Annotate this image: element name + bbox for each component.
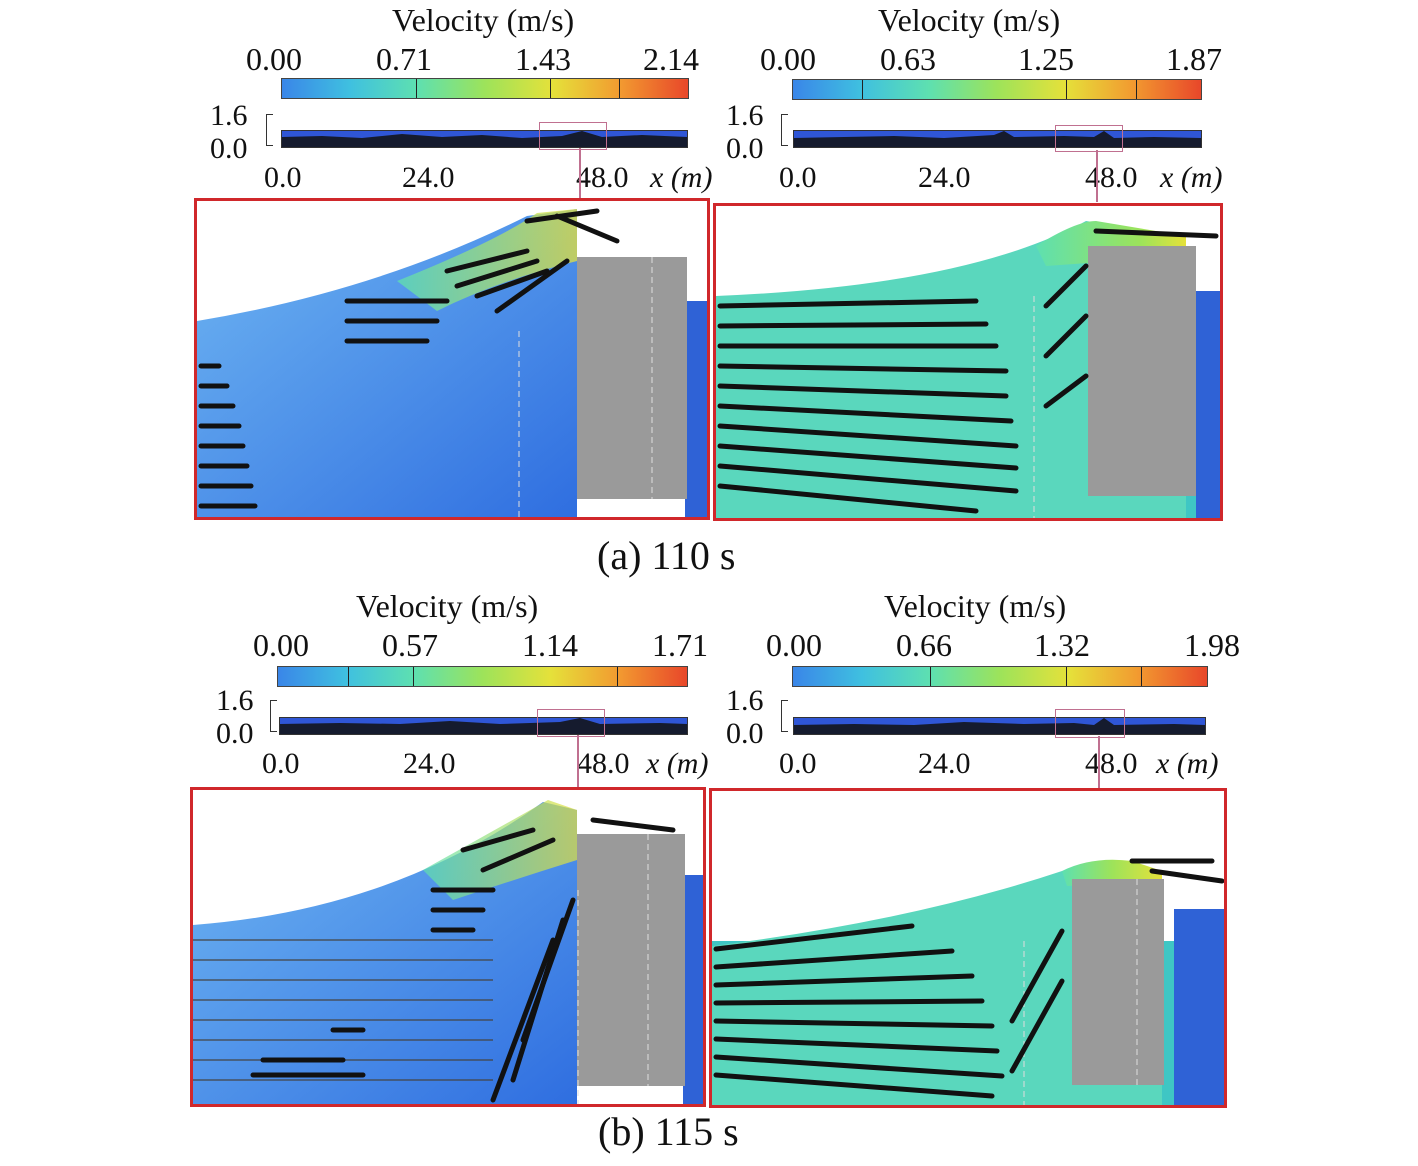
colorbar-tick: 1.71: [652, 627, 708, 663]
velocity-colorbar: [277, 666, 688, 687]
flow-zoom-panel: [190, 787, 706, 1107]
flow-zoom-panel: [713, 203, 1223, 521]
overview-strip: [793, 130, 1202, 148]
flow-zoom-panel: [194, 198, 710, 520]
zoom-leader: [1098, 736, 1100, 788]
colorbar-tick: 0.71: [376, 41, 432, 77]
colorbar-tick: 0.63: [880, 41, 936, 77]
x-axis-label: x (m): [1160, 161, 1223, 194]
zoom-leader: [579, 148, 581, 200]
colorbar-tick: 0.00: [253, 627, 309, 663]
colorbar-tick: 1.14: [522, 627, 578, 663]
row-caption: (b) 115 s: [598, 1109, 739, 1154]
colorbar-title: Velocity (m/s): [392, 2, 575, 38]
colorbar-title: Velocity (m/s): [356, 588, 539, 624]
depth-bracket: [781, 700, 788, 732]
overview-strip: [281, 130, 688, 148]
x-tick: 48.0: [577, 747, 630, 780]
colorbar-tick: 1.87: [1166, 41, 1222, 77]
colorbar-tick: 0.57: [382, 627, 438, 663]
colorbar-tick: 1.43: [515, 41, 571, 77]
velocity-colorbar: [792, 666, 1208, 687]
colorbar-tick: 2.14: [643, 41, 699, 77]
x-tick: 0.0: [779, 747, 817, 780]
colorbar-tick: 1.25: [1018, 41, 1074, 77]
zoom-leader: [1096, 150, 1098, 202]
zoom-leader: [577, 735, 579, 787]
zoom-region: [1055, 709, 1125, 738]
colorbar-tick: 0.00: [246, 41, 302, 77]
colorbar-tick: 1.32: [1034, 627, 1090, 663]
depth-tick: 0.0: [216, 717, 254, 750]
x-tick: 48.0: [576, 161, 629, 194]
overview-strip: [279, 717, 688, 735]
x-axis-label: x (m): [646, 747, 709, 780]
depth-bracket: [781, 114, 788, 146]
x-tick: 24.0: [403, 747, 456, 780]
colorbar-tick: 0.00: [760, 41, 816, 77]
depth-tick: 0.0: [726, 717, 764, 750]
flow-zoom-panel: [709, 788, 1227, 1108]
row-caption: (a) 110 s: [597, 533, 736, 578]
x-tick: 48.0: [1085, 747, 1138, 780]
x-tick: 24.0: [918, 161, 971, 194]
x-tick: 0.0: [262, 747, 300, 780]
depth-bracket: [270, 700, 277, 732]
x-axis-label: x (m): [650, 161, 713, 194]
colorbar-title: Velocity (m/s): [878, 2, 1061, 38]
zoom-region: [539, 122, 607, 150]
x-tick: 0.0: [264, 161, 302, 194]
colorbar-title: Velocity (m/s): [884, 588, 1067, 624]
depth-tick: 1.6: [216, 684, 254, 717]
depth-tick: 0.0: [210, 132, 248, 165]
depth-tick: 1.6: [726, 99, 764, 132]
x-tick: 48.0: [1085, 161, 1138, 194]
velocity-colorbar: [281, 78, 689, 99]
depth-tick: 1.6: [210, 99, 248, 132]
colorbar-tick: 0.66: [896, 627, 952, 663]
x-axis-label: x (m): [1156, 747, 1219, 780]
colorbar-tick: 1.98: [1184, 627, 1240, 663]
depth-tick: 0.0: [726, 132, 764, 165]
zoom-region: [537, 709, 605, 737]
depth-bracket: [266, 114, 273, 146]
x-tick: 0.0: [779, 161, 817, 194]
depth-tick: 1.6: [726, 684, 764, 717]
overview-strip: [793, 717, 1206, 735]
zoom-region: [1055, 125, 1123, 152]
velocity-colorbar: [792, 79, 1202, 100]
colorbar-tick: 0.00: [766, 627, 822, 663]
x-tick: 24.0: [918, 747, 971, 780]
x-tick: 24.0: [402, 161, 455, 194]
